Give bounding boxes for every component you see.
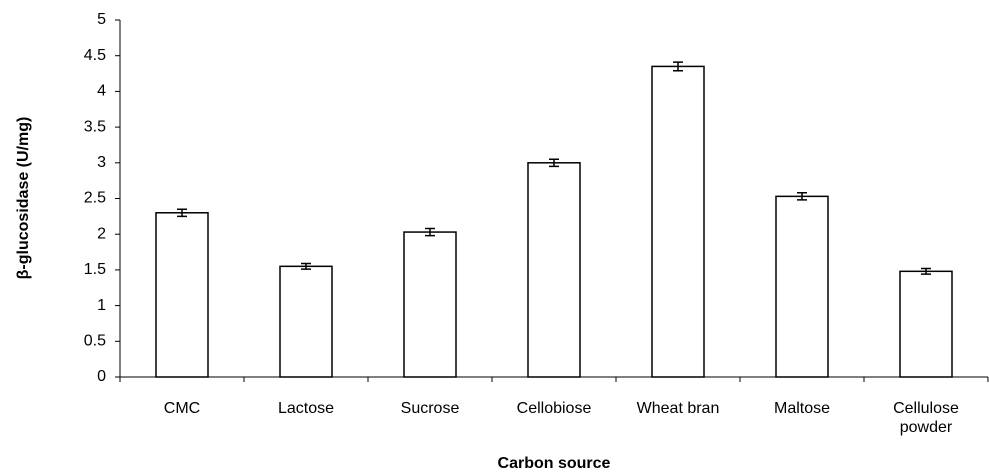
y-axis-title: β-glucosidase (U/mg)	[15, 117, 32, 280]
error-bar	[549, 158, 559, 168]
bar	[527, 162, 581, 378]
error-bar	[921, 267, 931, 275]
x-tick-label: Maltose	[773, 400, 831, 417]
bar	[651, 65, 705, 378]
error-bar	[673, 61, 683, 72]
bar	[279, 265, 333, 378]
x-tick-label: Cellulose powder	[893, 400, 959, 436]
x-tick-label: CMC	[163, 400, 201, 417]
bar	[775, 195, 829, 378]
error-bar	[301, 262, 311, 270]
bar	[155, 212, 209, 378]
y-tick-label: 3	[97, 154, 106, 171]
y-tick-label: 0	[97, 368, 106, 385]
error-bar	[425, 227, 435, 237]
y-tick-label: 1	[97, 297, 106, 314]
error-bar	[797, 192, 807, 201]
x-axis-title: Carbon source	[498, 455, 611, 472]
y-tick-label: 3.5	[84, 118, 106, 135]
x-tick-label: Sucrose	[400, 400, 460, 417]
y-tick-label: 4	[97, 83, 106, 100]
y-tick-label: 5	[97, 11, 106, 28]
y-tick-label: 2	[97, 225, 106, 242]
x-tick-label: Lactose	[277, 400, 335, 417]
y-tick-label: 0.5	[84, 333, 106, 350]
x-tick-label: Cellobiose	[516, 400, 592, 417]
error-bar	[177, 208, 187, 218]
y-tick-label: 2.5	[84, 190, 106, 207]
bar	[899, 270, 953, 378]
bar	[403, 231, 457, 378]
y-tick-label: 1.5	[84, 261, 106, 278]
x-tick-label: Wheat bran	[636, 400, 720, 417]
y-tick-label: 4.5	[84, 47, 106, 64]
